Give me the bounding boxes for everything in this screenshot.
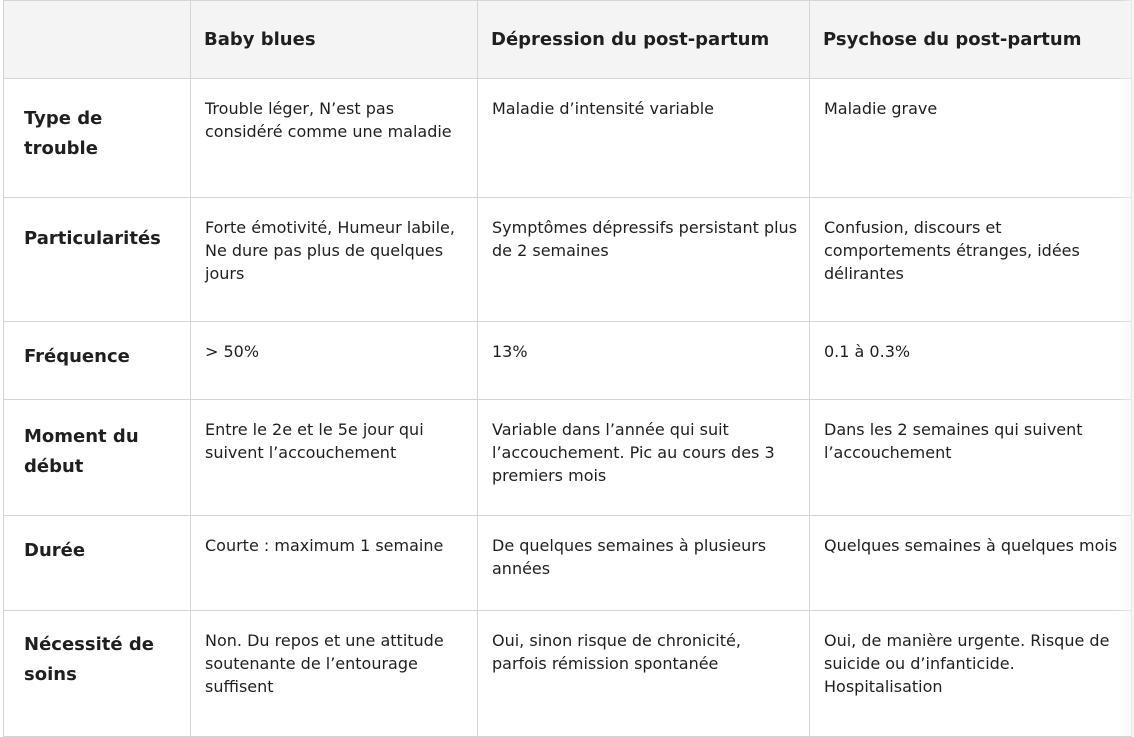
table-row: Durée Courte : maximum 1 semaine De quel… [3,515,1132,611]
table-row: Fréquence > 50% 13% 0.1 à 0.3% [3,321,1132,400]
table-cell: Oui, de manière urgente. Risque de suici… [809,610,1132,737]
table-cell: 0.1 à 0.3% [809,321,1132,400]
table-row: Type de trouble Trouble léger, N’est pas… [3,78,1132,198]
column-header-depression: Dépression du post-partum [477,0,810,79]
column-header-psychose: Psychose du post-partum [809,0,1132,79]
table-cell: Forte émotivité, Humeur labile, Ne dure … [190,197,478,322]
table-cell: > 50% [190,321,478,400]
cell-text: Trouble léger, N’est pas considéré comme… [205,99,452,141]
table-cell: Trouble léger, N’est pas considéré comme… [190,78,478,198]
cell-text: Confusion, discours et comportements étr… [824,218,1080,283]
column-header-baby-blues: Baby blues [190,0,478,79]
row-header: Moment du début [3,399,191,516]
table-cell: Entre le 2e et le 5e jour qui suivent l’… [190,399,478,516]
table-cell: Oui, sinon risque de chronicité, parfois… [477,610,810,737]
cell-text: Oui, sinon risque de chronicité, parfois… [492,631,741,673]
cell-text: 13% [492,342,528,361]
cell-text: Dans les 2 semaines qui suivent l’accouc… [824,420,1083,462]
table-cell: Variable dans l’année qui suit l’accouch… [477,399,810,516]
table-cell: Maladie d’intensité variable [477,78,810,198]
row-header: Nécessité de soins [3,610,191,737]
row-header: Fréquence [3,321,191,400]
cell-text: Courte : maximum 1 semaine [205,536,444,555]
header-row: Baby blues Dépression du post-partum Psy… [3,0,1132,79]
cell-text: Entre le 2e et le 5e jour qui suivent l’… [205,420,424,462]
cell-text: Maladie grave [824,99,938,118]
cell-text: Forte émotivité, Humeur labile, Ne dure … [205,218,455,283]
table-cell: Symptômes dépressifs persistant plus de … [477,197,810,322]
comparison-table: Baby blues Dépression du post-partum Psy… [3,0,1132,737]
table-cell: Courte : maximum 1 semaine [190,515,478,611]
cell-text: Non. Du repos et une attitude soutenante… [205,631,444,696]
cell-text: Variable dans l’année qui suit l’accouch… [492,420,775,485]
cell-text: Oui, de manière urgente. Risque de suici… [824,631,1110,696]
table-cell: De quelques semaines à plusieurs années [477,515,810,611]
table-row: Moment du début Entre le 2e et le 5e jou… [3,399,1132,516]
header-corner-cell [3,0,191,79]
table-row: Particularités Forte émotivité, Humeur l… [3,197,1132,322]
table-cell: Confusion, discours et comportements étr… [809,197,1132,322]
row-header: Particularités [3,197,191,322]
table-row: Nécessité de soins Non. Du repos et une … [3,610,1132,737]
row-header: Type de trouble [3,78,191,198]
cell-text: > 50% [205,342,260,361]
table-cell: 13% [477,321,810,400]
table-cell: Dans les 2 semaines qui suivent l’accouc… [809,399,1132,516]
table-cell: Non. Du repos et une attitude soutenante… [190,610,478,737]
cell-text: Quelques semaines à quelques mois [824,536,1118,555]
cell-text: Symptômes dépressifs persistant plus de … [492,218,798,260]
cell-text: De quelques semaines à plusieurs années [492,536,767,578]
cell-text: Maladie d’intensité variable [492,99,715,118]
row-header: Durée [3,515,191,611]
cell-text: 0.1 à 0.3% [824,342,911,361]
table-cell: Quelques semaines à quelques mois [809,515,1132,611]
table-cell: Maladie grave [809,78,1132,198]
